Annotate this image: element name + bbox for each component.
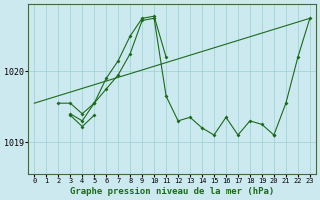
X-axis label: Graphe pression niveau de la mer (hPa): Graphe pression niveau de la mer (hPa): [70, 187, 274, 196]
